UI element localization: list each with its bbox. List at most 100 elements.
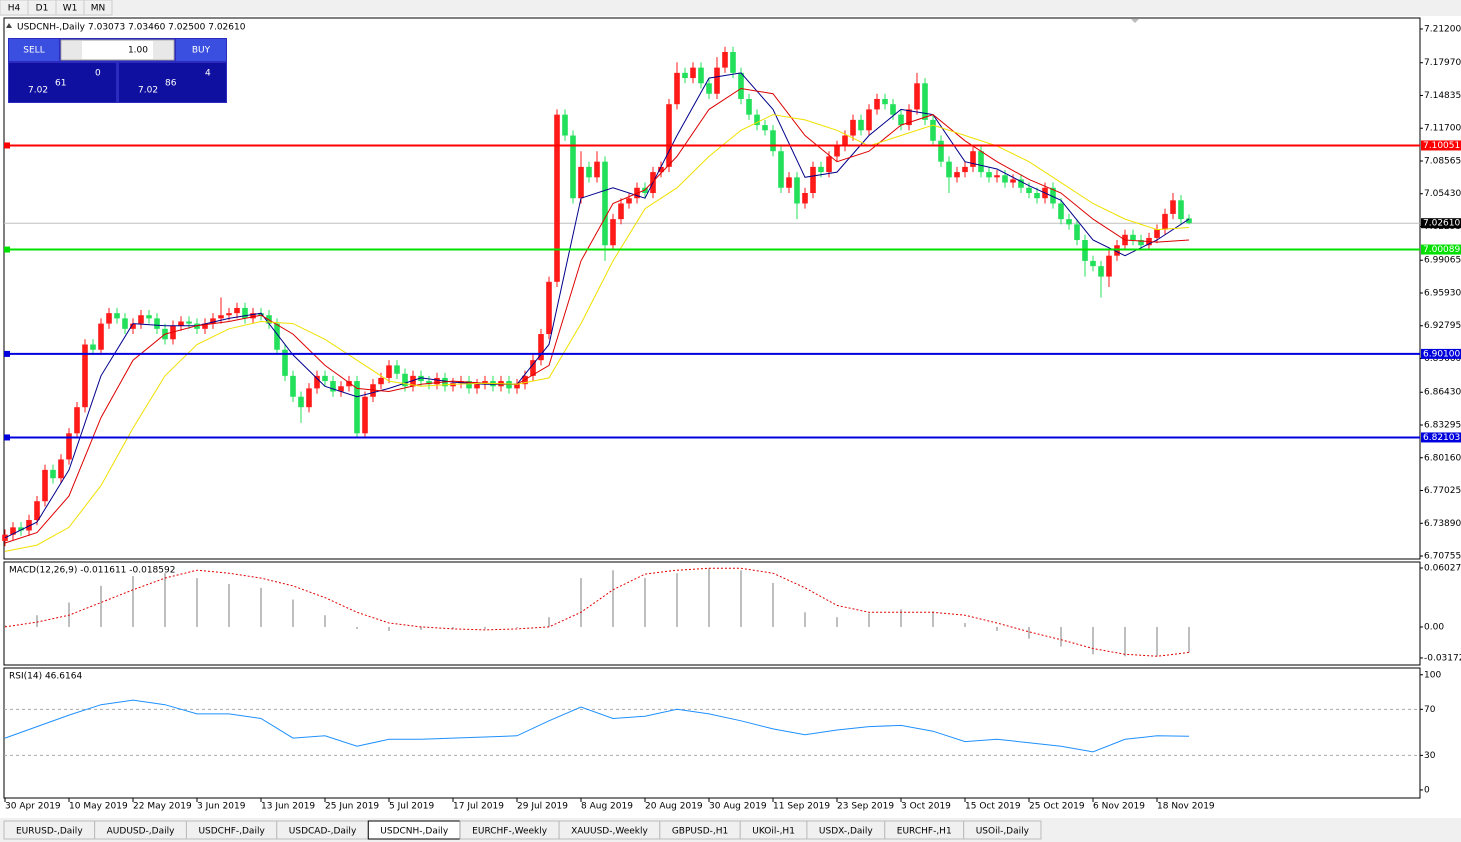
bid-frac: 0 [95,69,101,79]
candle-body [970,151,976,167]
ask-box[interactable] [119,63,226,102]
level-handle [4,350,10,357]
candle-body [146,315,152,319]
candle-body [386,365,392,378]
candle-body [690,67,696,79]
candle-body [298,396,304,408]
y-tick-label: 7.05430 [1424,189,1461,199]
x-tick-label: 13 Jun 2019 [261,802,315,812]
macd-panel [3,561,1421,666]
lot-down[interactable] [62,41,82,59]
y-tick-label: 7.21200 [1424,24,1461,34]
candle-body [1066,219,1072,225]
x-tick-label: 22 May 2019 [133,802,192,812]
x-tick-label: 18 Nov 2019 [1157,802,1215,812]
candle-body [722,51,728,68]
candle-body [1130,234,1136,241]
candle-body [1154,229,1160,238]
rsi-title: RSI(14) 46.6164 [9,672,82,682]
timeframe-label: D1 [36,4,49,14]
y-tick-label: 7.14835 [1424,91,1461,101]
candle-body [410,375,416,387]
bid-box[interactable] [9,63,116,102]
level-tag-label: 7.10051 [1423,141,1460,151]
sell-label: SELL [23,46,44,56]
candle-body [546,281,552,335]
timeframe-tab[interactable] [83,0,113,16]
candle-body [538,334,544,361]
candle-body [786,177,792,188]
candle-body [306,388,312,408]
symbol-tab[interactable] [963,820,1042,840]
candle-body [898,114,904,126]
candle-body [1106,255,1112,277]
candle-body [946,161,952,178]
level-tag [1421,140,1461,151]
candle-body [1034,193,1040,199]
ask-big: 7.02 [138,86,158,96]
buy-button[interactable] [176,39,226,61]
rsi-panel [3,667,1421,799]
candle-body [1090,260,1096,267]
candle-body [426,381,432,385]
candle-body [978,151,984,173]
macd-title: MACD(12,26,9) -0.011611 -0.018592 [9,566,175,576]
candle-body [74,407,80,434]
x-tick-label: 30 Apr 2019 [5,802,61,812]
x-tick-label: 5 Jul 2019 [389,802,434,812]
candle-body [530,360,536,376]
candle-body [1002,175,1008,183]
x-tick-label: 8 Aug 2019 [581,802,633,812]
candle-body [714,67,720,94]
candle-body [794,177,800,204]
x-tick-label: 15 Oct 2019 [965,802,1021,812]
candle-body [354,381,360,434]
candle-body [610,219,616,246]
candle-body [338,386,344,392]
lot-up[interactable] [153,41,173,59]
level-tag-label: 6.90100 [1423,349,1460,359]
timeframe-bar [0,0,1461,16]
candle-body [370,384,376,397]
candle-body [890,104,896,115]
candle-body [106,313,112,324]
rsi-line [4,699,1190,753]
candle-body [578,166,584,199]
symbol-tab-label: USOil-,Daily [976,827,1030,837]
symbol-tab-label: USDCAD-,Daily [289,827,357,837]
candle-body [730,51,736,73]
macd-signal [4,567,1190,657]
candle-body [114,313,120,319]
symbol-tab-label: UKOil-,H1 [752,827,795,837]
y-tick-label: 0.00 [1424,622,1444,632]
sell-button[interactable] [9,39,59,61]
candle-body [562,114,568,136]
candle-body [770,130,776,152]
lot-box[interactable] [60,39,175,61]
level-tag-label: 7.00089 [1423,245,1460,255]
chart-title: USDCNH-,Daily [17,23,86,33]
candle-body [938,140,944,162]
price-panel [3,17,1421,560]
candle-body [858,119,864,131]
y-tick-label: 0 [1424,785,1430,795]
level-tag [1421,432,1461,443]
candle-body [666,104,672,167]
y-tick-label: 6.77025 [1424,486,1461,496]
candle-body [378,377,384,385]
candle-body [234,307,240,314]
candle-body [1138,240,1144,246]
x-tick-label: 20 Aug 2019 [645,802,703,812]
shift-marker [1131,19,1139,23]
candle-body [394,365,400,374]
candle-body [586,166,592,178]
bid-pips: 61 [55,79,66,89]
candle-body [154,318,160,329]
candle-body [34,501,40,521]
candle-body [98,323,104,350]
candle-body [58,459,64,479]
level-handle [4,434,10,441]
